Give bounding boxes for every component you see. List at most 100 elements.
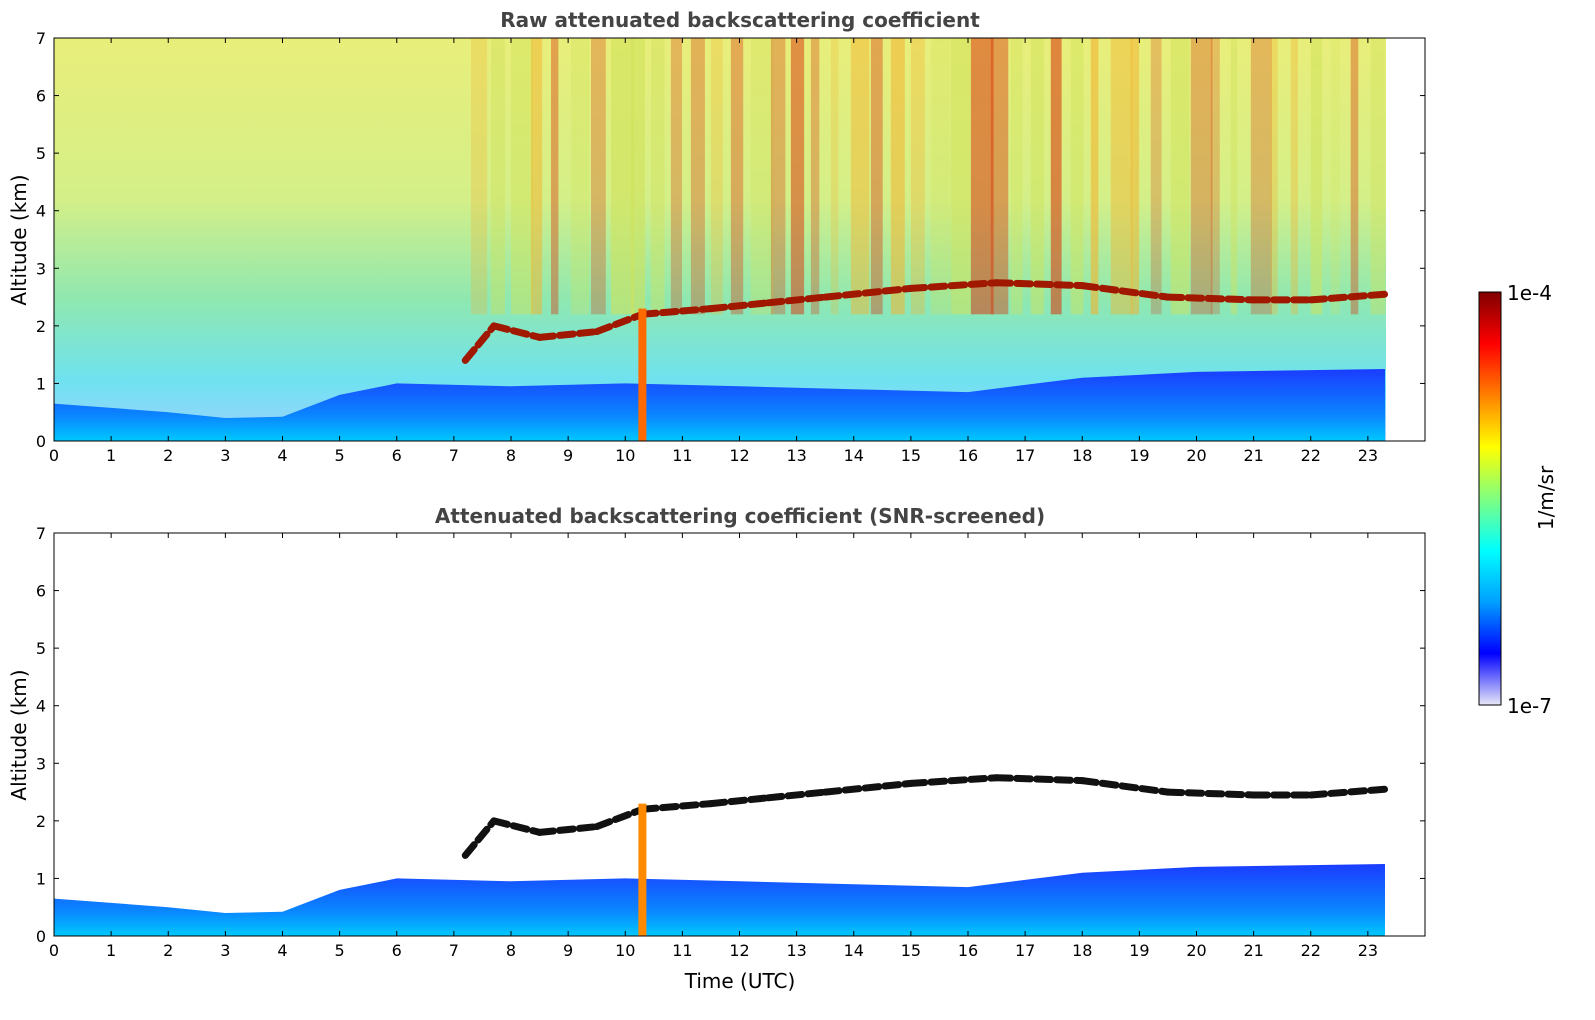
- noise-streak: [870, 38, 883, 315]
- screened-boundary-layer: [54, 864, 1385, 936]
- noise-streak: [651, 38, 665, 315]
- noise-streak: [730, 38, 744, 315]
- x-tick-label: 21: [1243, 941, 1263, 960]
- x-tick-label: 23: [1358, 941, 1378, 960]
- noise-streak: [591, 38, 606, 315]
- x-tick-label: 21: [1243, 446, 1263, 465]
- y-tick-label: 6: [36, 582, 46, 601]
- cloud-segment: [821, 779, 915, 796]
- cloud-segment: [764, 788, 829, 802]
- noise-streak: [571, 38, 590, 315]
- x-tick-label: 15: [901, 941, 921, 960]
- noise-streak: [670, 38, 682, 315]
- cloud-segment: [707, 299, 772, 313]
- noise-streak: [531, 38, 543, 315]
- raw-panel-title: Raw attenuated backscattering coefficien…: [500, 8, 980, 32]
- noise-streak: [551, 38, 559, 315]
- screened-heatmap-area: [54, 774, 1389, 936]
- colorbar: 1e-4 1e-7 1/m/sr: [1478, 281, 1558, 718]
- noise-streak: [810, 38, 820, 315]
- x-tick-label: 7: [449, 941, 459, 960]
- x-tick-label: 8: [506, 446, 516, 465]
- cloud-segment: [1078, 777, 1172, 796]
- noise-streak: [471, 38, 488, 315]
- noise-streak: [1250, 38, 1272, 315]
- noise-streak: [970, 38, 994, 315]
- noise-streak: [631, 38, 645, 315]
- x-tick-label: 7: [449, 446, 459, 465]
- x-tick-label: 10: [615, 941, 635, 960]
- x-tick-label: 12: [729, 446, 749, 465]
- cloud-segment: [821, 284, 915, 301]
- raw-heatmap-area: [54, 38, 1389, 441]
- cloud-segment: [993, 774, 1086, 785]
- noise-streak: [1130, 38, 1140, 315]
- noise-streak: [1090, 38, 1099, 315]
- noise-streak: [1370, 38, 1386, 315]
- cloud-segment: [638, 305, 715, 318]
- y-tick-label: 7: [36, 29, 46, 48]
- noise-streak: [890, 38, 905, 315]
- y-tick-label: 5: [36, 144, 46, 163]
- noise-streak: [1050, 38, 1062, 315]
- noise-streak: [1030, 38, 1044, 315]
- screened-x-axis: 0 1 2 3 4 5 6 7 8 9 10 11 12 13 14 15 16 17 18 19 20 21 22 23: [49, 533, 1378, 960]
- colorbar-unit-label: 1/m/sr: [1534, 465, 1558, 530]
- noise-streak: [910, 38, 925, 315]
- x-tick-label: 20: [1186, 941, 1206, 960]
- x-tick-label: 13: [786, 941, 806, 960]
- colorbar-scale: [1478, 291, 1502, 706]
- x-tick-label: 5: [335, 941, 345, 960]
- noise-streak: [690, 38, 705, 315]
- x-tick-label: 2: [163, 941, 173, 960]
- noise-streak: [950, 38, 971, 315]
- y-tick-label: 0: [36, 432, 46, 451]
- cloud-segment: [707, 794, 772, 808]
- cloud-segment: [536, 823, 601, 836]
- x-tick-label: 5: [335, 446, 345, 465]
- x-tick-label: 11: [672, 941, 692, 960]
- y-tick-label: 1: [36, 869, 46, 888]
- x-tick-label: 19: [1129, 941, 1149, 960]
- cloud-segment: [1307, 785, 1389, 799]
- x-tick-label: 11: [672, 446, 692, 465]
- screened-backscatter-panel: Attenuated backscattering coefficient (S…: [7, 504, 1426, 993]
- x-tick-label: 16: [958, 941, 978, 960]
- x-tick-label: 19: [1129, 446, 1149, 465]
- noise-streak: [1170, 38, 1190, 315]
- x-tick-label: 4: [277, 446, 287, 465]
- raw-backscatter-panel: Raw attenuated backscattering coefficien…: [7, 8, 1426, 465]
- noise-streak: [1110, 38, 1133, 315]
- noise-streak: [611, 38, 634, 315]
- colorbar-min-label: 1e-7: [1507, 694, 1552, 718]
- y-tick-label: 6: [36, 87, 46, 106]
- cloud-segment: [993, 279, 1086, 290]
- noise-streak: [1070, 38, 1084, 315]
- x-axis-label: Time (UTC): [684, 969, 796, 993]
- cloud-segment: [490, 817, 544, 836]
- y-tick-label: 3: [36, 754, 46, 773]
- y-tick-label: 3: [36, 259, 46, 278]
- noise-streak: [1310, 38, 1323, 315]
- y-tick-label: 5: [36, 639, 46, 658]
- x-tick-label: 12: [729, 941, 749, 960]
- cloud-segment: [907, 774, 1001, 787]
- x-tick-label: 0: [49, 941, 59, 960]
- y-tick-label: 1: [36, 374, 46, 393]
- noise-streak: [1210, 38, 1220, 315]
- noise-streak: [770, 38, 786, 315]
- x-tick-label: 13: [786, 446, 806, 465]
- screened-y-axis-label: Altitude (km): [7, 669, 31, 800]
- raw-cloud-layer: [461, 279, 1389, 441]
- x-tick-label: 4: [277, 941, 287, 960]
- x-tick-label: 1: [106, 941, 116, 960]
- noise-streak: [930, 38, 951, 315]
- y-tick-label: 7: [36, 524, 46, 543]
- x-tick-label: 9: [563, 446, 573, 465]
- y-tick-label: 4: [36, 202, 46, 221]
- cloud-segment: [1078, 282, 1172, 301]
- x-tick-label: 17: [1015, 446, 1035, 465]
- raw-y-axis-label: Altitude (km): [7, 174, 31, 305]
- cloud-segment: [907, 279, 1001, 292]
